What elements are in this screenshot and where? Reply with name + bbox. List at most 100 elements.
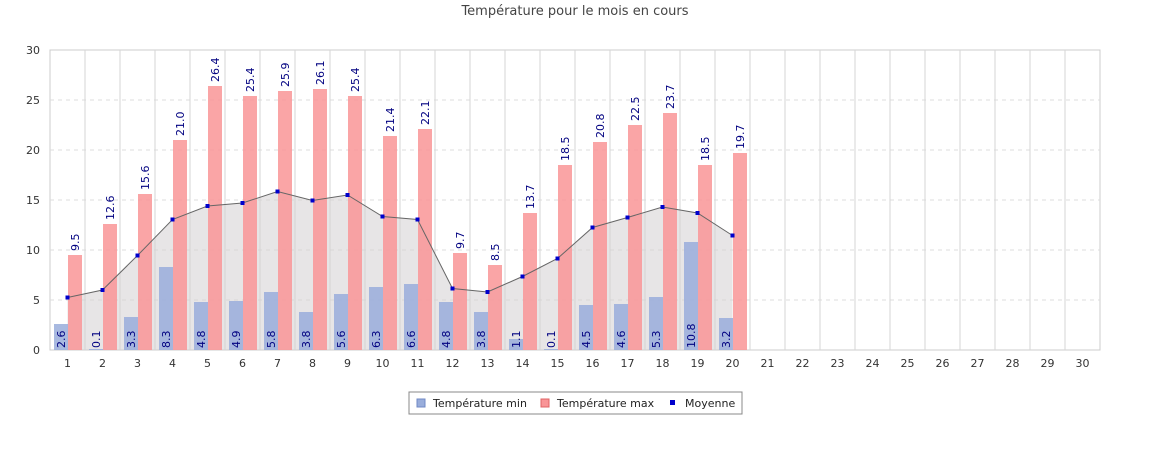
- average-line: [67, 190, 733, 298]
- average-point: [135, 253, 140, 258]
- bar-min: [509, 339, 523, 350]
- label-max: 26.1: [314, 61, 327, 86]
- label-max: 25.4: [244, 68, 257, 93]
- label-min: 2.6: [55, 331, 68, 349]
- x-tick-label: 10: [376, 357, 390, 370]
- label-max: 15.6: [139, 166, 152, 191]
- bar-max: [138, 194, 152, 350]
- average-point: [590, 225, 595, 230]
- bar-min: [579, 305, 593, 350]
- x-tick-label: 13: [481, 357, 495, 370]
- average-point: [100, 288, 105, 292]
- x-tick-label: 5: [204, 357, 211, 370]
- label-max: 18.5: [559, 137, 572, 162]
- x-tick-label: 1: [64, 357, 71, 370]
- bar-min: [299, 312, 313, 350]
- bar-min: [229, 301, 243, 350]
- bar-max: [593, 142, 607, 350]
- x-tick-label: 23: [831, 357, 845, 370]
- x-tick-label: 30: [1076, 357, 1090, 370]
- y-tick-label: 25: [26, 94, 40, 107]
- bar-min: [334, 294, 348, 350]
- x-tick-label: 26: [936, 357, 950, 370]
- label-min: 4.9: [230, 331, 243, 349]
- label-min: 8.3: [160, 331, 173, 349]
- label-min: 6.3: [370, 331, 383, 349]
- label-min: 0.1: [90, 331, 103, 349]
- bar-max: [208, 86, 222, 350]
- bar-max: [348, 96, 362, 350]
- legend-label: Moyenne: [685, 397, 735, 410]
- bar-max: [628, 125, 642, 350]
- label-min: 4.6: [615, 331, 628, 349]
- average-point: [730, 233, 735, 238]
- bar-min: [474, 312, 488, 350]
- x-tick-label: 15: [551, 357, 565, 370]
- x-tick-label: 19: [691, 357, 705, 370]
- legend-swatch: [540, 398, 550, 408]
- average-point: [380, 214, 385, 219]
- x-tick-label: 4: [169, 357, 176, 370]
- label-max: 21.4: [384, 108, 397, 133]
- legend: Température min Température max Moyenne: [408, 391, 743, 415]
- average-point: [555, 256, 560, 261]
- bar-max: [313, 89, 327, 350]
- x-tick-label: 24: [866, 357, 880, 370]
- bar-min: [649, 297, 663, 350]
- y-tick-label: 10: [26, 244, 40, 257]
- x-tick-label: 21: [761, 357, 775, 370]
- bar-min: [614, 304, 628, 350]
- label-max: 9.7: [454, 232, 467, 250]
- x-tick-label: 28: [1006, 357, 1020, 370]
- bar-min: [54, 324, 68, 350]
- x-tick-label: 12: [446, 357, 460, 370]
- x-tick-label: 7: [274, 357, 281, 370]
- x-tick-label: 17: [621, 357, 635, 370]
- label-max: 22.5: [629, 97, 642, 122]
- label-min: 5.8: [265, 331, 278, 349]
- x-tick-label: 14: [516, 357, 530, 370]
- bar-min: [719, 318, 733, 350]
- x-tick-label: 25: [901, 357, 915, 370]
- average-point: [450, 286, 455, 291]
- legend-label: Température max: [556, 397, 655, 410]
- average-point: [65, 295, 70, 300]
- bar-max: [523, 213, 537, 350]
- average-point: [170, 217, 175, 222]
- x-tick-label: 8: [309, 357, 316, 370]
- bar-min: [684, 242, 698, 350]
- label-max: 19.7: [734, 125, 747, 150]
- label-max: 25.4: [349, 68, 362, 93]
- label-max: 8.5: [489, 244, 502, 262]
- label-max: 20.8: [594, 114, 607, 139]
- bar-max: [733, 153, 747, 350]
- label-max: 22.1: [419, 101, 432, 126]
- bar-max: [558, 165, 572, 350]
- bar-max: [453, 253, 467, 350]
- label-max: 26.4: [209, 58, 222, 83]
- average-point: [275, 189, 280, 194]
- label-min: 3.8: [475, 331, 488, 349]
- average-point: [625, 215, 630, 220]
- bar-max: [488, 265, 502, 350]
- label-min: 4.5: [580, 331, 593, 349]
- x-tick-label: 27: [971, 357, 985, 370]
- legend-swatch: [416, 398, 426, 408]
- x-tick-label: 29: [1041, 357, 1055, 370]
- label-min: 3.2: [720, 331, 733, 349]
- average-point: [485, 290, 490, 294]
- x-tick-label: 2: [99, 357, 106, 370]
- bar-max: [103, 224, 117, 350]
- bar-min: [439, 302, 453, 350]
- label-min: 1.1: [510, 331, 523, 349]
- y-tick-label: 30: [26, 44, 40, 57]
- chart-title: Température pour le mois en cours: [460, 4, 688, 19]
- average-point: [415, 217, 420, 222]
- x-tick-label: 18: [656, 357, 670, 370]
- label-min: 0.1: [545, 331, 558, 349]
- y-tick-label: 20: [26, 144, 40, 157]
- bar-max: [418, 129, 432, 350]
- average-point: [520, 274, 525, 279]
- average-point: [240, 201, 245, 205]
